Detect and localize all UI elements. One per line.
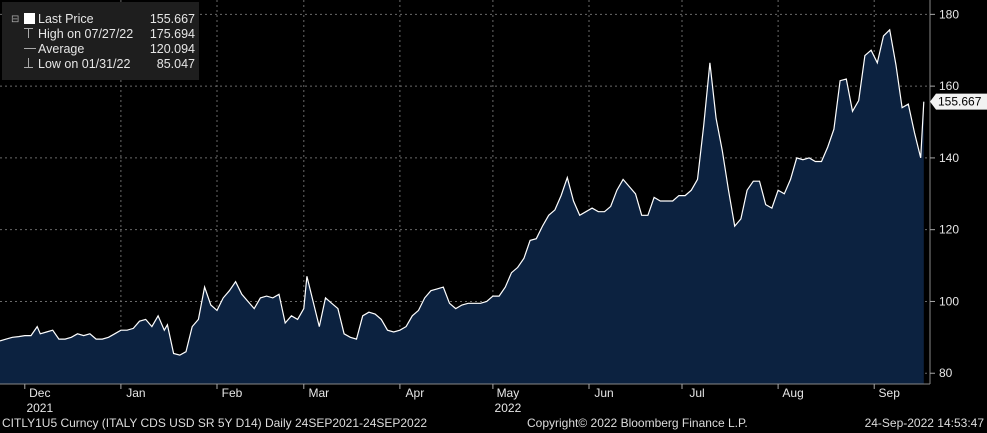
price-area (0, 29, 924, 385)
legend-row-high: High on 07/27/22 175.694 (2, 27, 199, 42)
low-marker-icon (24, 58, 33, 68)
y-tick-label: 100 (939, 294, 959, 308)
y-tick-label: 80 (939, 366, 953, 380)
legend-value: 175.694 (149, 27, 195, 41)
x-tick-label: Dec (29, 386, 50, 400)
legend-row-average: Average 120.094 (2, 42, 199, 57)
y-axis: 80 100 120 140 160 180 (930, 7, 959, 380)
legend-value: 155.667 (149, 12, 195, 26)
y-tick-label: 120 (939, 223, 959, 237)
legend: ⊟ Last Price 155.667 High on 07/27/22 17… (2, 2, 199, 80)
x-axis: Dec Jan Feb Mar Apr May Jun Jul Aug Sep 2021 2022 (24, 384, 901, 415)
x-tick-label: Jan (126, 386, 145, 400)
x-year-label: 2022 (495, 401, 522, 415)
square-icon (24, 13, 35, 24)
x-tick-label: Apr (406, 386, 425, 400)
legend-label: High on 07/27/22 (38, 27, 134, 41)
copyright-text: Copyright© 2022 Bloomberg Finance L.P. (527, 416, 748, 430)
legend-label: Low on 01/31/22 (38, 57, 131, 71)
legend-label: Average (38, 42, 85, 56)
y-tick-label: 140 (939, 151, 959, 165)
collapse-toggle-icon[interactable]: ⊟ (11, 14, 20, 25)
legend-row-low: Low on 01/31/22 85.047 (2, 57, 199, 72)
x-tick-label: Jul (689, 386, 704, 400)
timestamp: 24-Sep-2022 14:53:47 (864, 416, 984, 430)
y-tick-label: 160 (939, 79, 959, 93)
legend-row-last-price: ⊟ Last Price 155.667 (2, 12, 199, 27)
legend-value: 120.094 (149, 42, 195, 56)
x-year-label: 2021 (26, 401, 53, 415)
x-tick-label: Jun (594, 386, 613, 400)
x-tick-label: Aug (782, 386, 803, 400)
high-marker-icon (24, 28, 33, 38)
x-tick-label: Mar (308, 386, 329, 400)
last-price-tag-label: 155.667 (938, 95, 982, 109)
x-tick-label: Feb (222, 386, 243, 400)
price-line (0, 28, 925, 356)
x-tick-label: May (497, 386, 520, 400)
legend-label: Last Price (38, 12, 94, 26)
legend-value: 85.047 (156, 57, 195, 71)
security-description: CITLY1U5 Curncy (ITALY CDS USD SR 5Y D14… (2, 416, 428, 430)
last-price-tag: 155.667 (930, 93, 987, 110)
x-tick-label: Sep (879, 386, 901, 400)
y-tick-label: 180 (939, 7, 959, 21)
average-marker-icon (24, 48, 36, 49)
